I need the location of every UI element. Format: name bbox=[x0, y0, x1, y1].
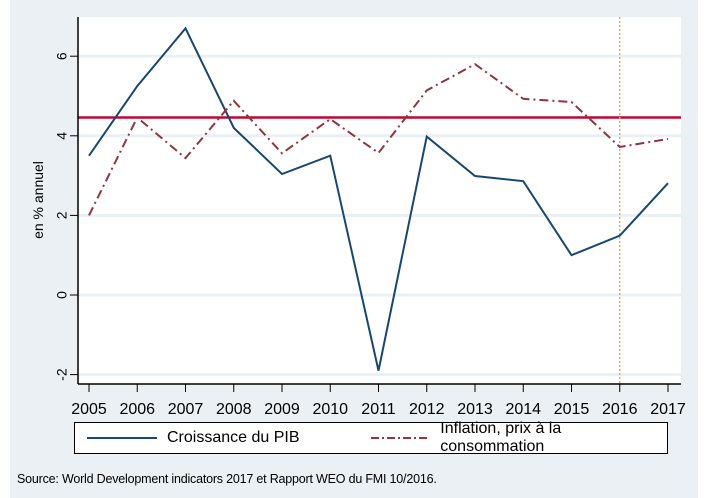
x-tick-label: 2015 bbox=[554, 401, 590, 418]
y-tick-label: 4 bbox=[54, 132, 70, 140]
y-tick-label: 6 bbox=[54, 52, 70, 60]
legend-swatch-dashdot-line bbox=[371, 437, 431, 439]
x-tick-label: 2013 bbox=[457, 401, 493, 418]
x-tick-label: 2016 bbox=[602, 401, 638, 418]
x-tick-label: 2017 bbox=[650, 401, 686, 418]
legend-item-inflation: Inflation, prix à la consommation bbox=[371, 420, 667, 455]
x-tick-label: 2009 bbox=[264, 401, 300, 418]
y-axis-label: en % annuel bbox=[30, 161, 46, 239]
plot-area bbox=[78, 17, 681, 384]
legend: Croissance du PIB Inflation, prix à la c… bbox=[74, 420, 668, 455]
x-tick-label: 2008 bbox=[216, 401, 252, 418]
legend-label-gdp: Croissance du PIB bbox=[167, 429, 300, 446]
source-note: Source: World Development indicators 201… bbox=[17, 472, 437, 486]
x-tick-label: 2007 bbox=[168, 401, 204, 418]
line-chart: -2 0 2 4 6 2005 2006 2007 2008 2009 2010 2011 2012 20… bbox=[30, 17, 686, 418]
x-tick-label: 2014 bbox=[505, 401, 541, 418]
x-tick-label: 2006 bbox=[119, 401, 155, 418]
x-tick-label: 2010 bbox=[312, 401, 348, 418]
y-tick-label: 0 bbox=[54, 291, 70, 299]
series-line-inflation bbox=[88, 62, 669, 216]
x-tick-label: 2012 bbox=[409, 401, 445, 418]
y-tick-label: 2 bbox=[54, 211, 70, 219]
x-tick-label: 2005 bbox=[71, 401, 107, 418]
legend-label-inflation: Inflation, prix à la consommation bbox=[440, 420, 562, 455]
x-tick-label: 2011 bbox=[361, 401, 396, 418]
legend-swatch-solid-line bbox=[87, 437, 157, 439]
y-tick-label: -2 bbox=[54, 368, 70, 381]
legend-item-gdp: Croissance du PIB bbox=[87, 423, 300, 453]
series-line-gdp bbox=[88, 26, 669, 371]
